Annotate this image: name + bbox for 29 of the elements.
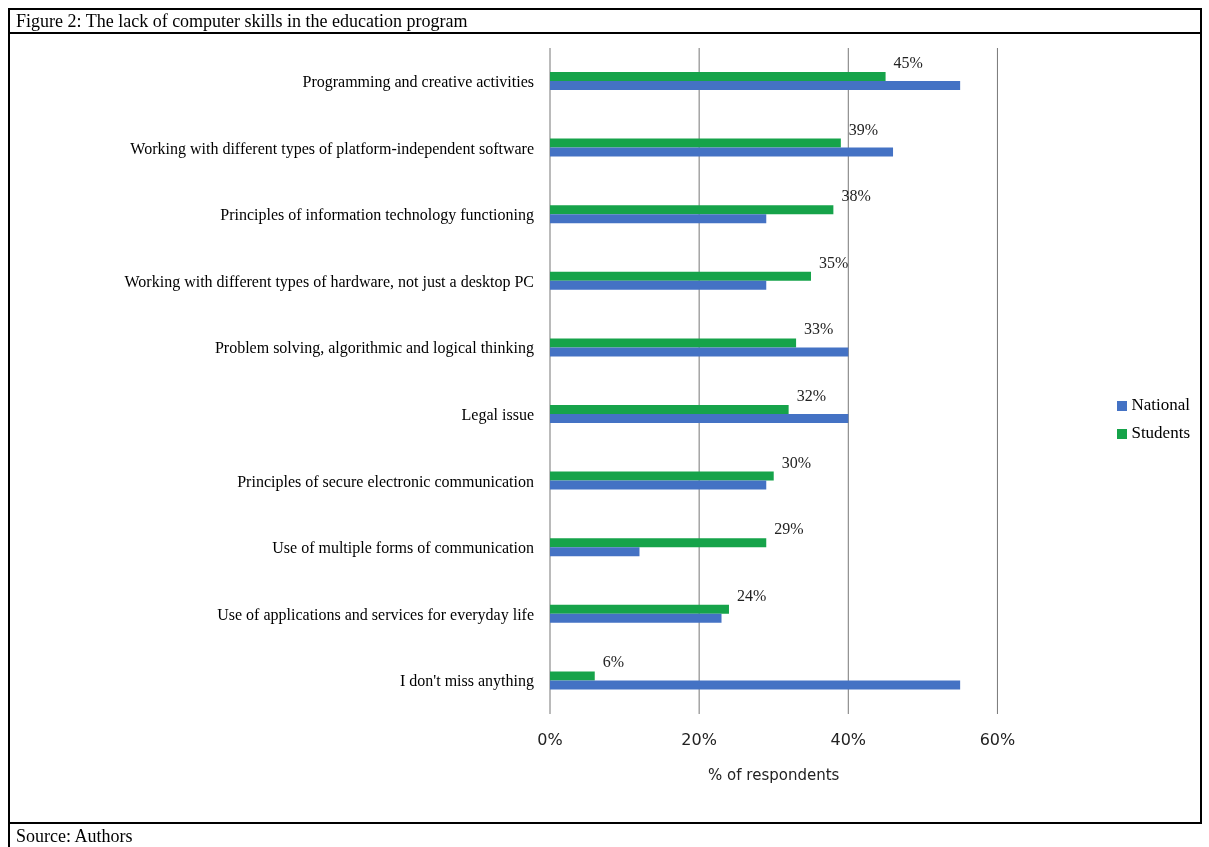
legend-label: National (1131, 395, 1190, 414)
data-label: 39% (848, 120, 879, 138)
legend-label: Students (1131, 423, 1190, 442)
y-tick-label: Programming and creative activities (302, 72, 534, 91)
y-tick-label: Use of applications and services for everyday life (217, 605, 534, 624)
y-tick-label: Problem solving, algorithmic and logical thinking (214, 339, 534, 358)
data-label: 45% (893, 53, 923, 71)
x-tick-label: 20% (681, 730, 717, 750)
y-tick-label: Legal issue (461, 405, 534, 424)
y-tick-label: Working with different types of hardware, not just a desktop PC (124, 272, 534, 291)
y-tick-label: I don't miss anything (400, 672, 534, 691)
data-label: 6% (602, 653, 625, 671)
y-tick-label: Principles of information technology functioning (220, 206, 534, 225)
y-tick-label: Use of multiple forms of communication (272, 539, 534, 558)
y-tick-label: Principles of secure electronic communication (237, 472, 534, 491)
x-tick-label: 0% (537, 730, 563, 750)
x-tick-label: 60% (979, 730, 1016, 750)
x-axis-title: % of respondents (708, 766, 840, 784)
y-tick-label: Working with different types of platform-independent software (130, 139, 534, 158)
x-tick-label: 40% (830, 730, 867, 750)
data-label: 33% (804, 320, 834, 338)
source-note: Source: Authors (8, 824, 1202, 847)
data-label: 30% (781, 453, 812, 471)
data-label: 38% (841, 187, 871, 205)
text: Figure 2: The lack of computer skills in the education program (8, 8, 1202, 34)
data-label: 24% (736, 586, 767, 604)
data-label: 32% (796, 386, 826, 404)
data-label: 29% (774, 520, 804, 538)
data-label: 35% (819, 253, 849, 271)
